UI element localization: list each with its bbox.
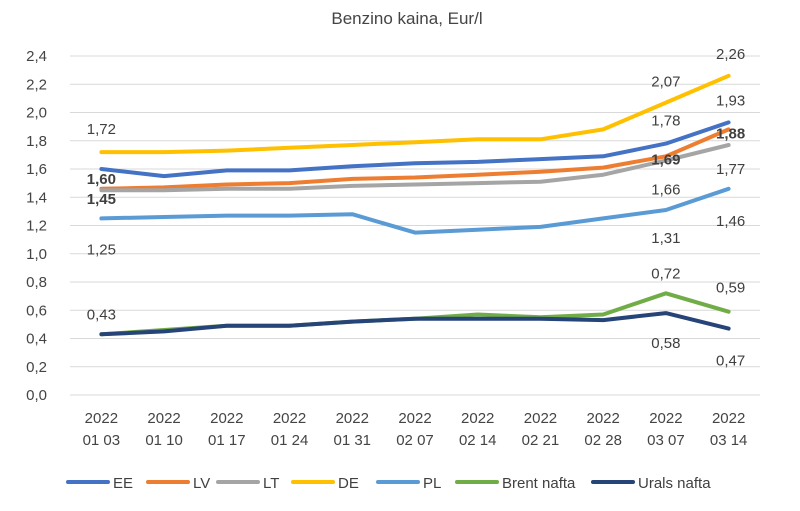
legend-label: DE	[338, 475, 359, 492]
data-label: 1,46	[716, 213, 745, 230]
x-tick-label: 2022 02 21	[522, 410, 560, 449]
data-label: 0,58	[651, 335, 680, 352]
gridlines	[70, 55, 760, 396]
data-label: 2,07	[651, 74, 680, 91]
x-tick-label: 2022 02 28	[584, 410, 622, 449]
y-tick-label: 0,2	[26, 359, 47, 376]
data-label: 1,69	[651, 151, 680, 168]
x-tick-label: 2022 01 10	[145, 410, 183, 449]
series-line-pl	[99, 186, 731, 235]
series-line-lv	[99, 127, 731, 191]
series-line-lt	[99, 143, 731, 193]
y-tick-label: 1,2	[26, 218, 47, 235]
data-label: 1,66	[651, 182, 680, 199]
x-tick-label: 2022 01 03	[83, 410, 121, 449]
y-tick-label: 0,6	[26, 302, 47, 319]
series-line-de	[99, 73, 731, 155]
data-label: 2,26	[716, 46, 745, 63]
legend-label: PL	[423, 475, 441, 492]
y-tick-label: 2,0	[26, 105, 47, 122]
y-tick-label: 2,2	[26, 76, 47, 93]
legend-label: LT	[263, 475, 279, 492]
legend-label: LV	[193, 475, 210, 492]
legend-label: EE	[113, 475, 133, 492]
data-label: 0,59	[716, 280, 745, 297]
data-label: 0,43	[87, 306, 116, 323]
data-label: 0,47	[716, 353, 745, 370]
y-tick-label: 1,4	[26, 189, 47, 206]
y-tick-label: 1,6	[26, 161, 47, 178]
data-label: 1,78	[651, 113, 680, 130]
data-label: 1,93	[716, 92, 745, 109]
data-label: 0,72	[651, 265, 680, 282]
x-tick-label: 2022 03 14	[710, 410, 748, 449]
y-tick-label: 0,4	[26, 331, 47, 348]
y-tick-label: 0,0	[26, 387, 47, 404]
data-label: 1,25	[87, 241, 116, 258]
data-labels: 1,72 1,60 1,45 1,25 0,43 2,07 1,78 1,69 1,66 1,31…	[87, 46, 745, 370]
y-tick-label: 1,0	[26, 246, 47, 263]
series-lines	[99, 73, 731, 337]
series-line-urals-nafta	[99, 311, 731, 337]
data-label: 1,60	[87, 171, 116, 188]
legend-label: Urals nafta	[638, 475, 711, 492]
x-tick-label: 2022 01 31	[333, 410, 371, 449]
x-tick-label: 2022 01 17	[208, 410, 246, 449]
x-tick-label: 2022 02 14	[459, 410, 497, 449]
legend: EE LV LT DE PL Brent nafta Urals nafta	[66, 475, 711, 492]
y-axis-ticks: 0,0 0,2 0,4 0,6 0,8 1,0 1,2 1,4 1,6 1,8 2,0 2,2 2,4	[26, 48, 47, 404]
data-label: 1,72	[87, 121, 116, 138]
x-tick-label: 2022 02 07	[396, 410, 434, 449]
x-tick-label: 2022 01 24	[271, 410, 309, 449]
series-line-ee	[99, 120, 731, 179]
data-label: 1,45	[87, 191, 116, 208]
x-axis-ticks: 2022 01 03 2022 01 10 2022 01 17 2022 01 24 2022…	[83, 410, 748, 449]
chart-title: Benzino kaina, Eur/l	[331, 9, 482, 28]
y-tick-label: 1,8	[26, 133, 47, 150]
y-tick-label: 2,4	[26, 48, 47, 65]
data-label: 1,31	[651, 230, 680, 247]
y-tick-label: 0,8	[26, 274, 47, 291]
legend-label: Brent nafta	[502, 475, 576, 492]
data-label: 1,88	[716, 125, 745, 142]
data-label: 1,77	[716, 161, 745, 178]
x-tick-label: 2022 03 07	[647, 410, 685, 449]
